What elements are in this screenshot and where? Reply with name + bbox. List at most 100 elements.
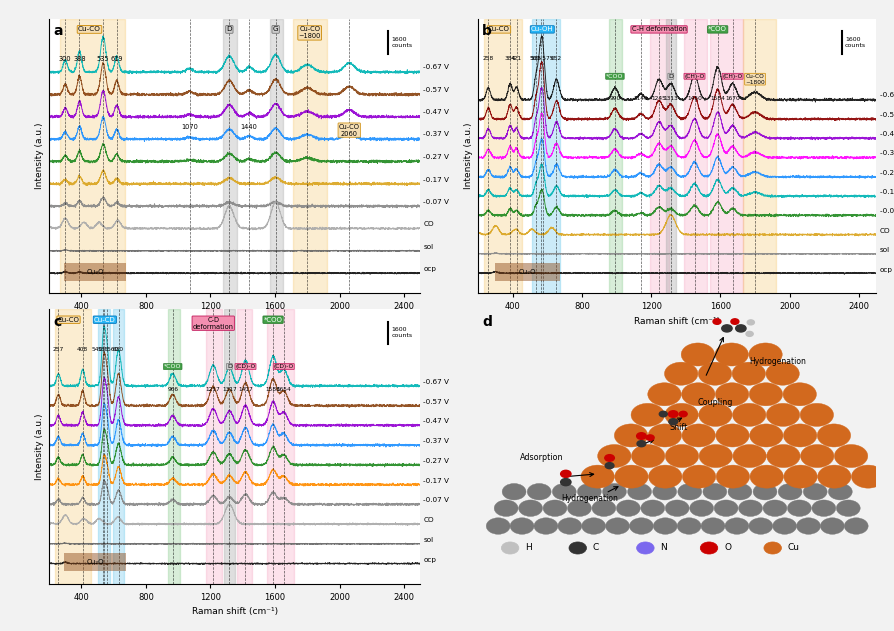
Circle shape bbox=[778, 483, 802, 500]
Circle shape bbox=[829, 483, 852, 500]
Text: 1654: 1654 bbox=[276, 387, 291, 391]
Circle shape bbox=[731, 319, 738, 324]
Circle shape bbox=[578, 483, 602, 500]
Circle shape bbox=[598, 444, 631, 468]
Bar bbox=[64, 553, 126, 571]
Text: Hydrogenation: Hydrogenation bbox=[749, 357, 805, 366]
Circle shape bbox=[646, 435, 654, 440]
Circle shape bbox=[648, 465, 682, 488]
Circle shape bbox=[733, 444, 766, 468]
Circle shape bbox=[750, 465, 783, 488]
Circle shape bbox=[844, 518, 868, 534]
Bar bbox=[666, 19, 677, 293]
Text: -0.07 V: -0.07 V bbox=[424, 199, 450, 205]
Circle shape bbox=[603, 483, 627, 500]
Text: sol: sol bbox=[424, 244, 434, 250]
Text: D: D bbox=[227, 364, 232, 369]
Text: -0.57 V: -0.57 V bbox=[880, 112, 894, 117]
Text: Cu-CO
~1800: Cu-CO ~1800 bbox=[746, 74, 765, 85]
Text: C-H deformation: C-H deformation bbox=[631, 27, 687, 32]
Circle shape bbox=[698, 362, 731, 385]
Circle shape bbox=[817, 424, 851, 447]
Circle shape bbox=[561, 478, 571, 486]
Text: 1450: 1450 bbox=[687, 96, 702, 101]
Circle shape bbox=[569, 542, 586, 554]
Text: 652: 652 bbox=[551, 56, 562, 61]
Circle shape bbox=[502, 542, 519, 554]
Circle shape bbox=[669, 411, 678, 417]
Text: 300: 300 bbox=[59, 56, 72, 62]
Circle shape bbox=[699, 444, 732, 468]
Y-axis label: Intensity (a.u.): Intensity (a.u.) bbox=[464, 123, 473, 189]
Circle shape bbox=[749, 518, 772, 534]
Text: *COO: *COO bbox=[606, 74, 624, 79]
Circle shape bbox=[519, 500, 543, 516]
Circle shape bbox=[738, 500, 763, 516]
Text: 421: 421 bbox=[511, 56, 522, 61]
Circle shape bbox=[753, 483, 777, 500]
Circle shape bbox=[837, 500, 860, 516]
Text: 1600
counts: 1600 counts bbox=[845, 37, 866, 48]
Circle shape bbox=[766, 362, 799, 385]
Text: 966: 966 bbox=[167, 387, 178, 391]
Text: ocp: ocp bbox=[880, 267, 892, 273]
Circle shape bbox=[527, 483, 551, 500]
Circle shape bbox=[812, 500, 836, 516]
Bar bbox=[743, 19, 776, 293]
Text: -0.47 V: -0.47 V bbox=[424, 418, 450, 424]
Circle shape bbox=[605, 518, 629, 534]
Text: Cu-CD: Cu-CD bbox=[94, 317, 115, 322]
Text: -0.07 V: -0.07 V bbox=[880, 208, 894, 215]
Text: -0.47 V: -0.47 V bbox=[424, 109, 450, 115]
Text: 408: 408 bbox=[77, 346, 89, 351]
Circle shape bbox=[631, 444, 665, 468]
Circle shape bbox=[659, 411, 667, 417]
Circle shape bbox=[804, 483, 827, 500]
Text: Adsorption: Adsorption bbox=[520, 453, 564, 462]
Circle shape bbox=[725, 518, 749, 534]
Text: Shift: Shift bbox=[670, 423, 687, 432]
Text: C: C bbox=[593, 543, 599, 553]
Circle shape bbox=[654, 518, 678, 534]
Bar bbox=[485, 19, 521, 293]
Circle shape bbox=[568, 500, 592, 516]
Text: 990: 990 bbox=[610, 96, 620, 101]
Circle shape bbox=[783, 383, 816, 406]
Text: 535: 535 bbox=[531, 56, 542, 61]
Circle shape bbox=[648, 424, 681, 447]
Circle shape bbox=[543, 500, 567, 516]
Circle shape bbox=[510, 518, 534, 534]
Circle shape bbox=[637, 542, 654, 554]
Circle shape bbox=[715, 383, 749, 406]
Text: -0.37 V: -0.37 V bbox=[880, 150, 894, 156]
Circle shape bbox=[494, 500, 519, 516]
Text: 1584: 1584 bbox=[710, 96, 725, 101]
Circle shape bbox=[678, 483, 702, 500]
Circle shape bbox=[749, 343, 782, 366]
Circle shape bbox=[561, 470, 571, 478]
Text: Hydrogenation: Hydrogenation bbox=[561, 494, 618, 504]
Circle shape bbox=[615, 465, 648, 488]
Text: -0.17 V: -0.17 V bbox=[424, 478, 450, 483]
Circle shape bbox=[552, 483, 577, 500]
Text: -0.07 V: -0.07 V bbox=[424, 497, 450, 504]
Text: Cu-CO
~1800: Cu-CO ~1800 bbox=[299, 27, 321, 39]
Text: b: b bbox=[482, 25, 492, 38]
Text: -0.27 V: -0.27 V bbox=[424, 154, 450, 160]
Text: -0.67 V: -0.67 V bbox=[424, 64, 450, 70]
Text: 1417: 1417 bbox=[238, 387, 253, 391]
Circle shape bbox=[558, 518, 582, 534]
Circle shape bbox=[851, 465, 885, 488]
Text: 1245: 1245 bbox=[652, 96, 667, 101]
Circle shape bbox=[679, 411, 687, 417]
Text: 388: 388 bbox=[73, 56, 86, 62]
Bar bbox=[494, 262, 561, 281]
Circle shape bbox=[763, 500, 787, 516]
Text: *COO: *COO bbox=[164, 364, 181, 369]
Circle shape bbox=[800, 444, 834, 468]
Text: CO: CO bbox=[880, 228, 890, 234]
Circle shape bbox=[669, 419, 678, 425]
Circle shape bbox=[800, 403, 833, 427]
Circle shape bbox=[665, 403, 698, 427]
Bar bbox=[61, 19, 125, 293]
